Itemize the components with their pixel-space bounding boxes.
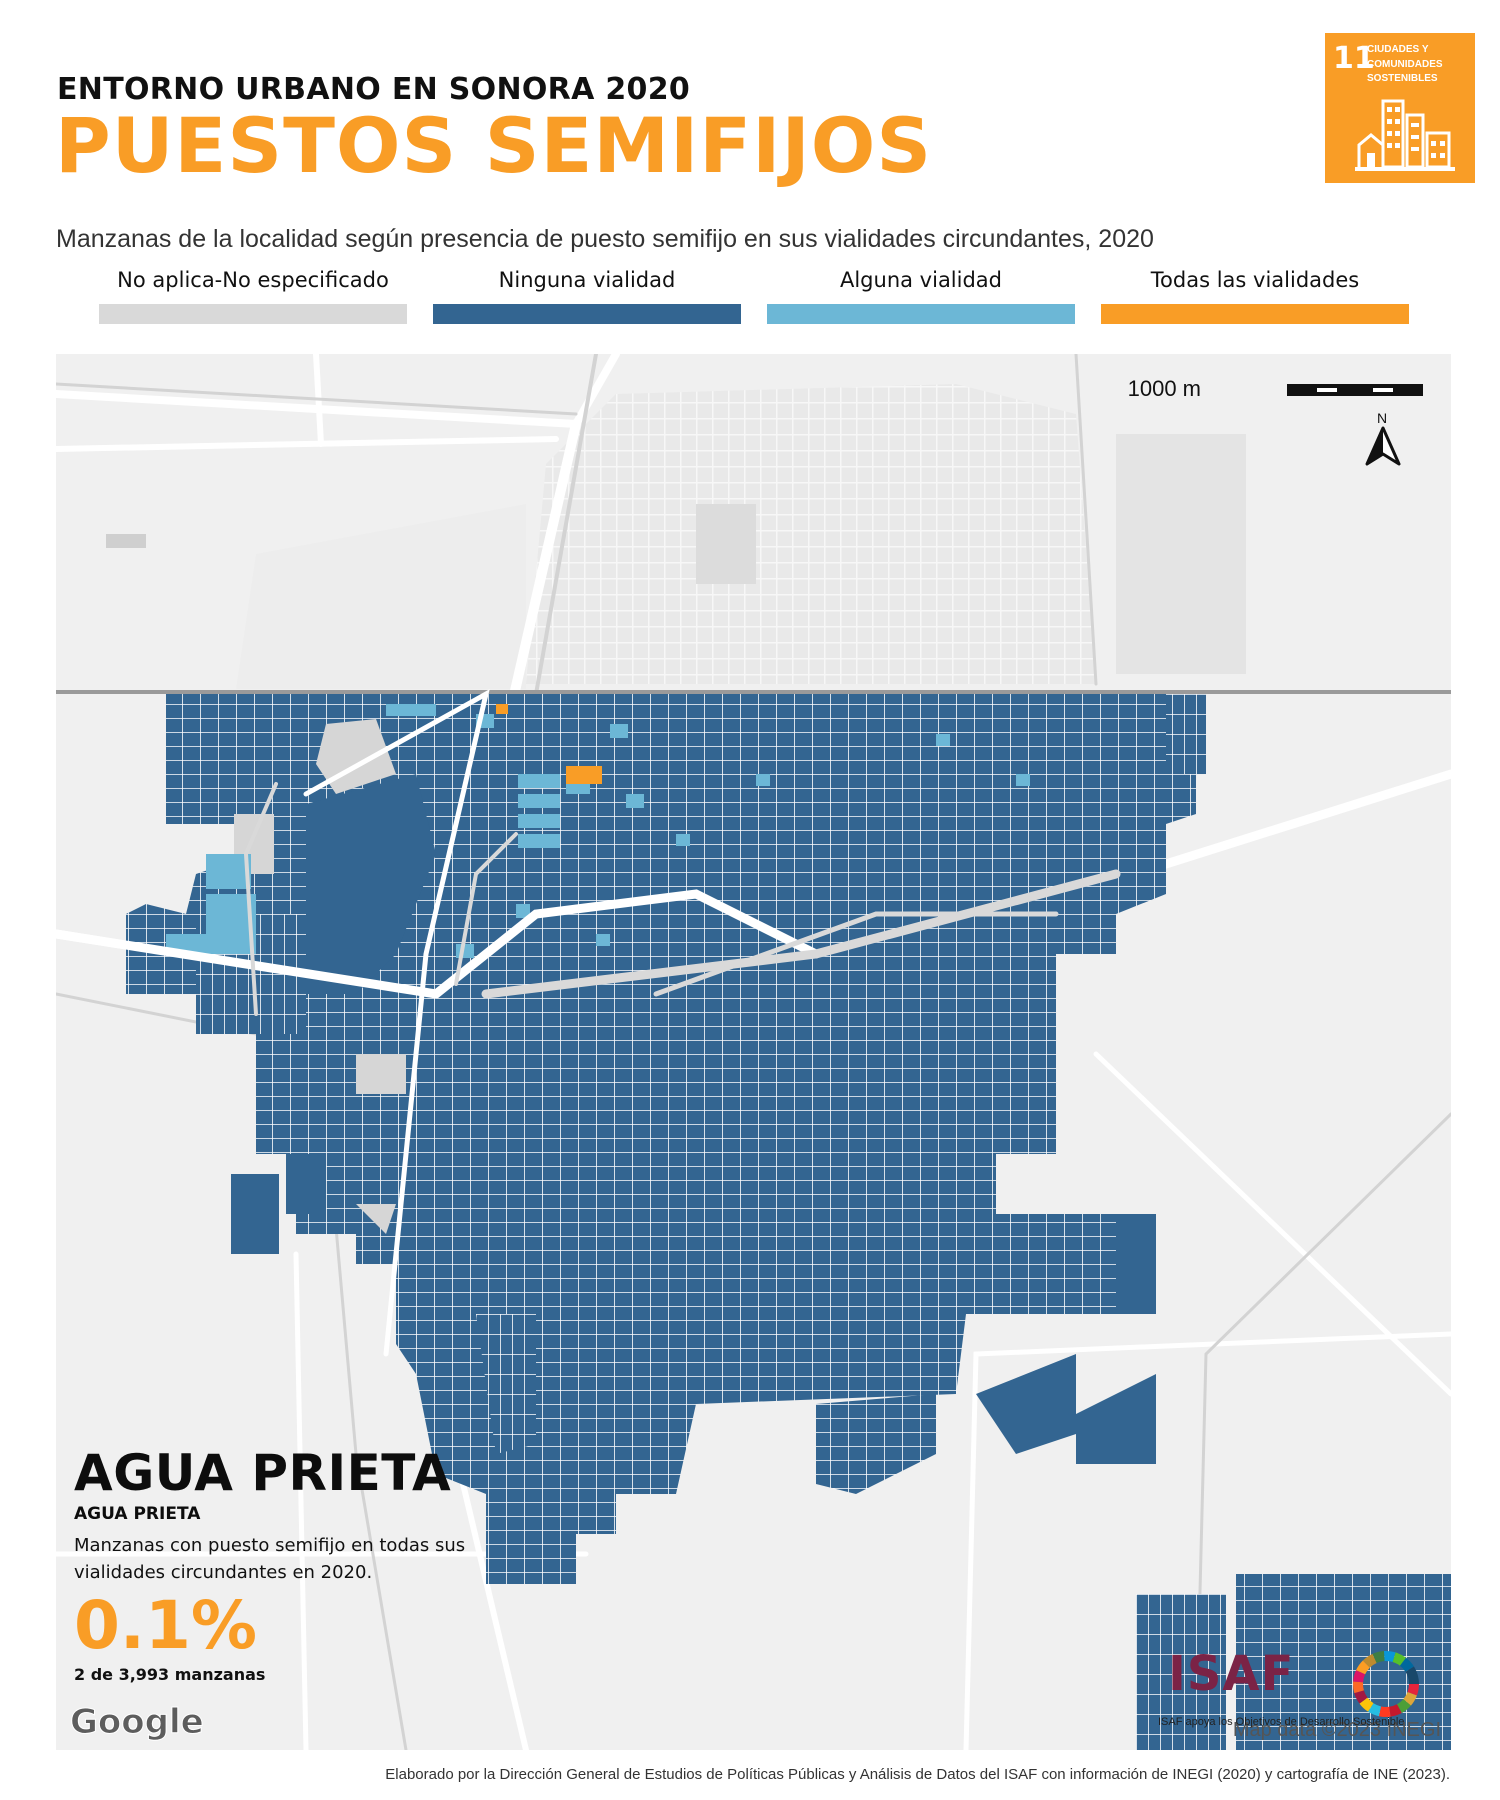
legend-item-no-aplica: No aplica-No especificado: [99, 268, 407, 324]
page-title: PUESTOS SEMIFIJOS: [55, 101, 933, 190]
legend-swatch: [1101, 304, 1409, 324]
map-attribution: Map data ©2023 INEGI: [1232, 1719, 1441, 1741]
summary-description: Manzanas con puesto semifijo en todas su…: [74, 1535, 466, 1583]
isaf-tagline: ISAF apoya los Objetivos de Desarrollo S…: [1158, 1716, 1405, 1728]
sdg-11-badge: 11 CIUDADES Y COMUNIDADES SOSTENIBLES: [1325, 33, 1475, 183]
sdg-wheel-icon: [1353, 1651, 1419, 1717]
legend-swatch: [433, 304, 741, 324]
isaf-logo-block: ISAF ISAF apoya los: [1156, 1584, 1451, 1744]
legend-item-todas: Todas las vialidades: [1101, 268, 1409, 324]
legend-item-ninguna: Ninguna vialidad: [433, 268, 741, 324]
basemap: [56, 354, 1451, 1750]
compass-icon: [1365, 426, 1401, 466]
north-arrow-icon: N: [1359, 410, 1407, 466]
place-name: AGUA PRIETA: [74, 1444, 452, 1502]
buildings-icon: [1355, 99, 1455, 171]
summary-panel: AGUA PRIETA AGUA PRIETA Manzanas con pue…: [74, 1444, 494, 1684]
map-subtitle: Manzanas de la localidad según presencia…: [56, 225, 1154, 253]
legend-label: Alguna vialidad: [839, 268, 1003, 292]
todas-vialidades-blocks: [496, 704, 602, 784]
legend-item-alguna: Alguna vialidad: [767, 268, 1075, 324]
legend-label: Todas las vialidades: [1150, 268, 1360, 292]
scale-bar: [1287, 384, 1423, 396]
highway-over-city: [243, 782, 1121, 1016]
credit-footer: Elaborado por la Dirección General de Es…: [385, 1766, 1450, 1783]
legend-swatch: [767, 304, 1075, 324]
roads-over-city: [56, 689, 821, 1357]
alguna-vialidad-blocks: [166, 704, 1030, 958]
summary-count: 2 de 3,993 manzanas: [74, 1664, 266, 1684]
legend-label: Ninguna vialidad: [498, 268, 676, 292]
summary-percent: 0.1%: [74, 1587, 258, 1664]
scale-label: 1000 m: [1127, 376, 1201, 401]
place-subname: AGUA PRIETA: [74, 1504, 201, 1524]
sdg-label: CIUDADES Y COMUNIDADES SOSTENIBLES: [1367, 44, 1443, 84]
map-panel[interactable]: 1000 m N AGUA PRIETA AGUA PRIETA Manzana…: [56, 354, 1451, 1750]
inset-blocks: [1136, 1574, 1451, 1750]
us-city-grid: [106, 384, 1246, 689]
report-kicker: ENTORNO URBANO EN SONORA 2020: [57, 72, 691, 107]
legend-swatch: [99, 304, 407, 324]
sdg-number: 11: [1333, 41, 1375, 76]
google-logo: Google: [70, 1702, 205, 1743]
isaf-logo: ISAF: [1168, 1646, 1295, 1702]
legend-label: No aplica-No especificado: [117, 268, 389, 292]
north-label: N: [1377, 410, 1388, 426]
